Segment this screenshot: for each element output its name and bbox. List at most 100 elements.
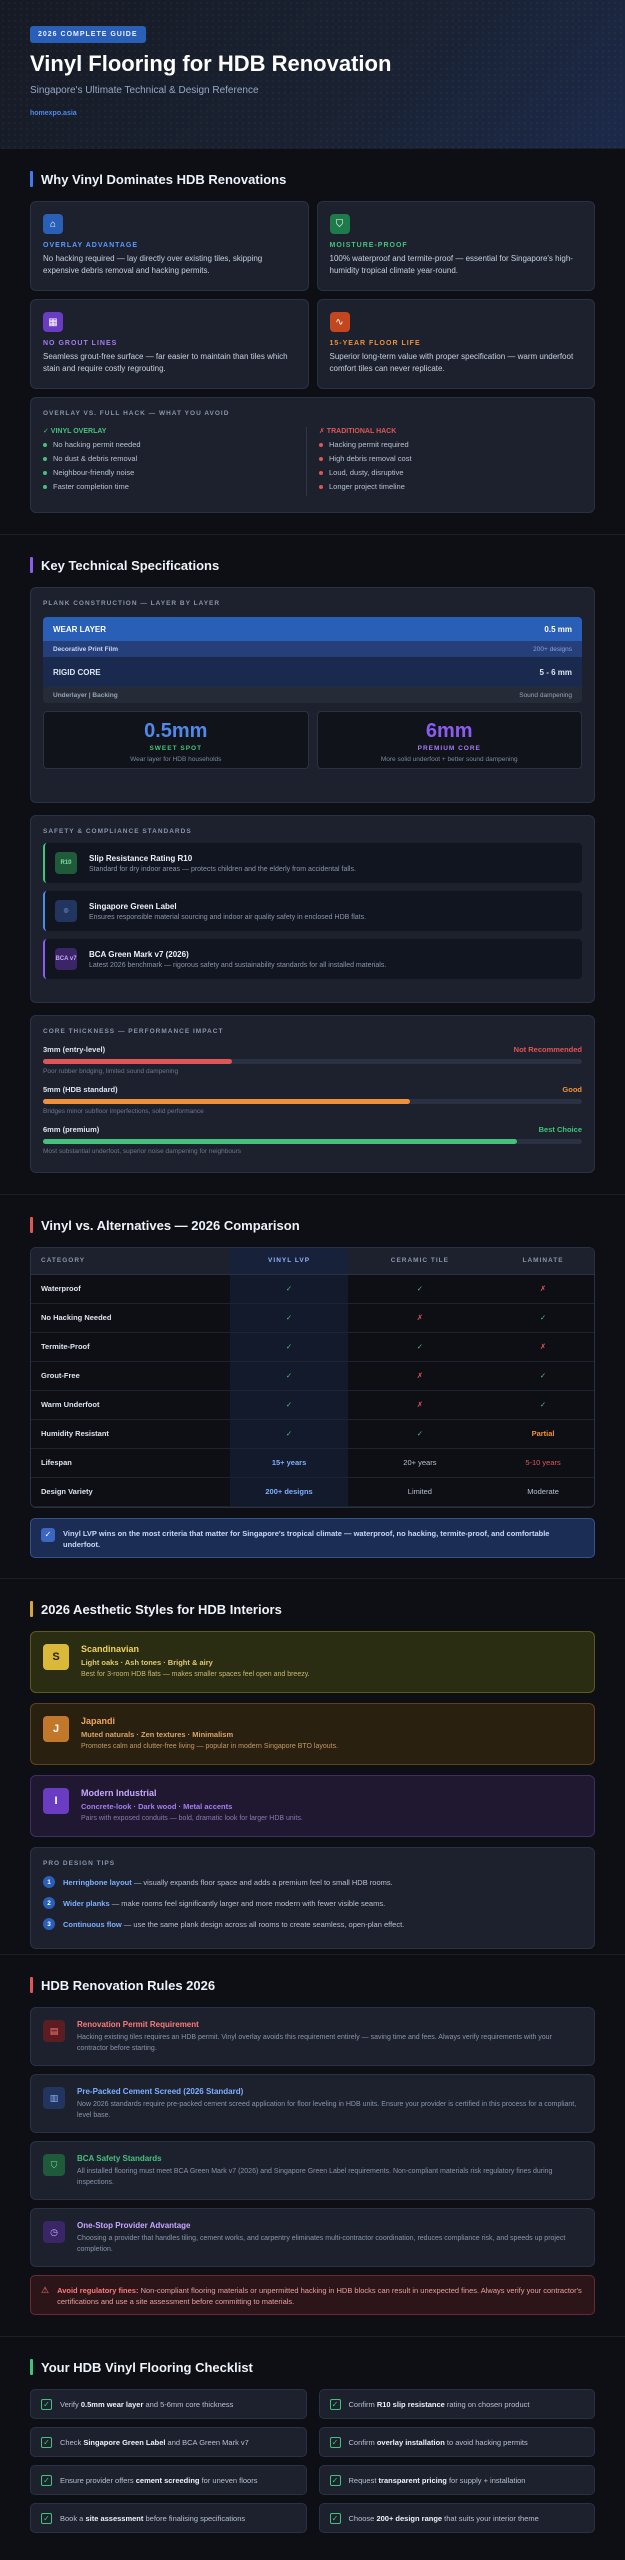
layer-backing: Underlayer | Backing Sound dampening — [43, 687, 582, 703]
checklist-item[interactable]: ✓ Request transparent pricing for supply … — [318, 2465, 595, 2495]
grid-icon: ▦ — [43, 312, 63, 332]
category-cell: Lifespan — [31, 1448, 231, 1478]
checkbox-icon[interactable]: ✓ — [329, 2512, 341, 2524]
checkbox-icon[interactable]: ✓ — [41, 2474, 52, 2486]
checklist-item[interactable]: ✓ Confirm R10 slip resistance rating on c… — [318, 2389, 595, 2419]
value-cell: Limited — [347, 1477, 493, 1507]
advantage-card: ⌂ OVERLAY ADVANTAGE No hacking required … — [30, 201, 309, 291]
standard-row: R10 Slip Resistance Rating R10 Standard f… — [43, 843, 582, 883]
section-title: 2026 Aesthetic Styles for HDB Interiors — [30, 1601, 595, 1617]
why-vinyl-section: Why Vinyl Dominates HDB Renovations ⌂ OV… — [0, 148, 625, 534]
section-title: Vinyl vs. Alternatives — 2026 Comparison — [30, 1217, 595, 1233]
category-cell: Warm Underfoot — [31, 1390, 231, 1420]
style-card-japandi: J Japandi Muted naturals · Zen textures ·… — [30, 1703, 595, 1765]
category-cell: Grout-Free — [31, 1361, 231, 1391]
category-cell: Waterproof — [31, 1274, 231, 1304]
value-cell: ✗ — [347, 1361, 493, 1391]
category-cell: No Hacking Needed — [31, 1303, 231, 1333]
document-icon: ▤ — [43, 2020, 65, 2042]
category-cell: Termite-Proof — [31, 1332, 231, 1362]
value-cell: ✓ — [492, 1361, 594, 1391]
tip-item: 2 Wider planks — make rooms feel signific… — [43, 1897, 582, 1909]
comparison-section: Vinyl vs. Alternatives — 2026 Comparison… — [0, 1194, 625, 1578]
stat-wear-layer: 0.5mm SWEET SPOT Wear layer for HDB hous… — [43, 711, 309, 769]
checklist-text: Choose 200+ design range that suits your… — [348, 2513, 539, 2523]
design-tips-card: PRO DESIGN TIPS 1 Herringbone layout — vi… — [30, 1847, 595, 1949]
list-item: Neighbour-friendly noise — [43, 468, 306, 477]
value-cell: ✓ — [230, 1303, 348, 1333]
rule-card: ◷ One-Stop Provider Advantage Choosing a … — [30, 2208, 595, 2267]
house-icon: ⌂ — [43, 214, 63, 234]
section-title: Key Technical Specifications — [30, 557, 595, 573]
checkbox-icon[interactable]: ✓ — [41, 2512, 52, 2524]
layer-core: RIGID CORE 5 - 6 mm — [43, 657, 582, 687]
value-cell: ✗ — [347, 1303, 493, 1333]
thickness-row: 6mm (premium) Best Choice Most substantia… — [43, 1125, 582, 1155]
rule-card: ▥ Pre-Packed Cement Screed (2026 Standar… — [30, 2074, 595, 2133]
page-subtitle: Singapore's Ultimate Technical & Design … — [30, 85, 259, 96]
advantage-grid: ⌂ OVERLAY ADVANTAGE No hacking required … — [30, 201, 595, 389]
list-item: Hacking permit required — [319, 440, 582, 449]
advantage-card: ▦ NO GROUT LINES Seamless grout-free sur… — [30, 299, 309, 389]
value-cell: ✓ — [347, 1274, 493, 1304]
pulse-icon: ∿ — [329, 312, 350, 332]
layers-icon: ▥ — [43, 2087, 65, 2109]
value-cell: ✗ — [347, 1390, 493, 1420]
stat-core: 6mm PREMIUM CORE More solid underfoot + … — [316, 711, 582, 769]
value-cell: 15+ years — [230, 1448, 348, 1478]
warning-icon: ⚠ — [41, 2285, 50, 2295]
value-cell: ✗ — [492, 1332, 594, 1362]
checklist-item[interactable]: ✓ Choose 200+ design range that suits you… — [318, 2503, 595, 2533]
advantage-card: ⛉ MOISTURE-PROOF 100% waterproof and ter… — [316, 201, 595, 291]
target-icon: ◎ — [55, 900, 77, 922]
checklist-item[interactable]: ✓ Check Singapore Green Label and BCA Gre… — [30, 2427, 307, 2457]
checkbox-icon[interactable]: ✓ — [329, 2398, 341, 2410]
checklist-grid: ✓ Verify 0.5mm wear layer and 5-6mm core … — [30, 2389, 595, 2533]
checklist-text: Confirm overlay installation to avoid ha… — [348, 2437, 528, 2447]
hero-banner: 2026 COMPLETE GUIDE Vinyl Flooring for H… — [0, 0, 625, 148]
checklist-text: Verify 0.5mm wear layer and 5-6mm core t… — [60, 2399, 234, 2409]
value-cell: ✓ — [230, 1274, 348, 1304]
value-cell: ✓ — [492, 1390, 594, 1420]
checkbox-icon[interactable]: ✓ — [329, 2474, 341, 2486]
value-cell: 20+ years — [347, 1448, 493, 1478]
thickness-row: 5mm (HDB standard) Good Bridges minor sub… — [43, 1085, 582, 1115]
value-cell: Partial — [492, 1419, 594, 1449]
checklist-item[interactable]: ✓ Book a site assessment before finalisin… — [30, 2503, 307, 2533]
checklist-text: Confirm R10 slip resistance rating on ch… — [348, 2399, 530, 2409]
thickness-row: 3mm (entry-level) Not Recommended Poor ru… — [43, 1045, 582, 1075]
value-cell: ✓ — [230, 1332, 348, 1362]
value-cell: ✓ — [492, 1303, 594, 1333]
list-item: No hacking permit needed — [43, 440, 306, 449]
checkbox-icon[interactable]: ✓ — [41, 2436, 52, 2448]
standard-row: BCA v7 BCA Green Mark v7 (2026) Latest 20… — [43, 939, 582, 979]
section-title: Why Vinyl Dominates HDB Renovations — [30, 171, 595, 187]
section-title: HDB Renovation Rules 2026 — [30, 1977, 595, 1993]
comparison-table: CATEGORY VINYL LVP CERAMIC TILE LAMINATE… — [30, 1247, 595, 1508]
list-item: No dust & debris removal — [43, 454, 306, 463]
value-cell: Moderate — [492, 1477, 594, 1507]
table-row: Waterproof ✓ ✓ ✗ — [31, 1274, 594, 1304]
plank-construction-card: PLANK CONSTRUCTION — LAYER BY LAYER WEAR… — [30, 587, 595, 803]
style-card-scandinavian: S Scandinavian Light oaks · Ash tones · B… — [30, 1631, 595, 1693]
shield-icon: ⛉ — [43, 2154, 65, 2176]
checklist-item[interactable]: ✓ Ensure provider offers cement screeding… — [30, 2465, 307, 2495]
rules-section: HDB Renovation Rules 2026 ▤ Renovation P… — [0, 1954, 625, 2336]
shield-icon: ⛉ — [329, 214, 350, 234]
value-cell: ✓ — [347, 1419, 493, 1449]
list-item: High debris removal cost — [319, 454, 582, 463]
checklist-text: Request transparent pricing for supply +… — [348, 2475, 526, 2485]
table-row: No Hacking Needed ✓ ✗ ✓ — [31, 1303, 594, 1333]
checklist-text: Check Singapore Green Label and BCA Gree… — [60, 2437, 249, 2447]
site-link[interactable]: homexpo.asia — [30, 110, 77, 117]
layer-wear: WEAR LAYER 0.5 mm — [43, 617, 582, 641]
value-cell: ✓ — [230, 1361, 348, 1391]
checkbox-icon[interactable]: ✓ — [329, 2436, 341, 2448]
checklist-item[interactable]: ✓ Verify 0.5mm wear layer and 5-6mm core … — [30, 2389, 307, 2419]
list-item: Faster completion time — [43, 482, 306, 491]
checkbox-icon[interactable]: ✓ — [41, 2398, 52, 2410]
vinyl-overlay-list: ✓ VINYL OVERLAY No hacking permit needed… — [43, 427, 306, 496]
table-row: Warm Underfoot ✓ ✗ ✓ — [31, 1390, 594, 1420]
rule-card: ⛉ BCA Safety Standards All installed floo… — [30, 2141, 595, 2200]
checklist-item[interactable]: ✓ Confirm overlay installation to avoid h… — [318, 2427, 595, 2457]
